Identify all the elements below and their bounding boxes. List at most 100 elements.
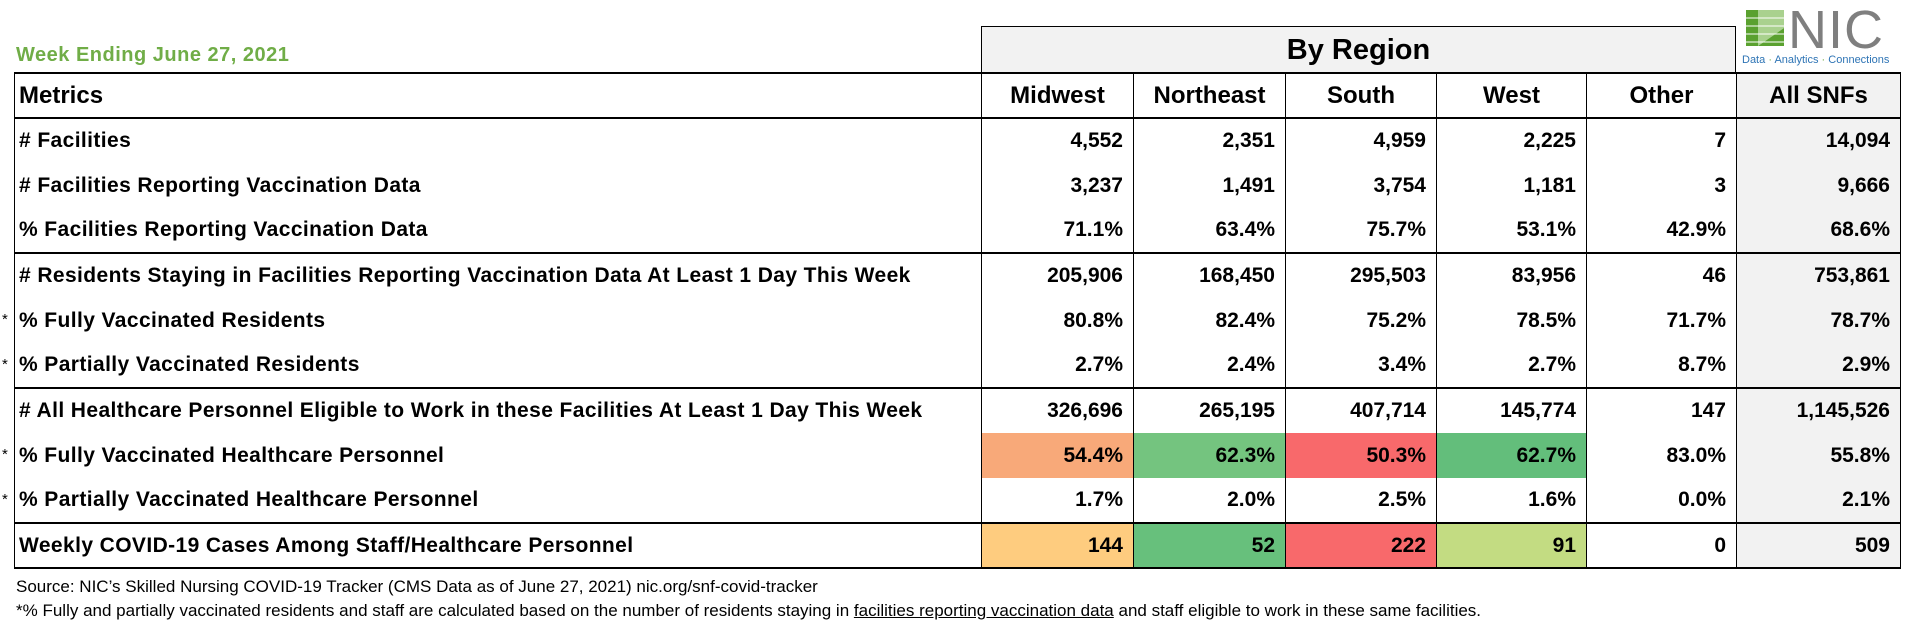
metric-value: 2.0% bbox=[1133, 478, 1286, 523]
column-header: Metrics bbox=[14, 72, 982, 119]
metric-value: 3.4% bbox=[1285, 343, 1437, 388]
by-region-header: By Region bbox=[981, 26, 1736, 72]
metric-value: 42.9% bbox=[1586, 208, 1737, 253]
metric-value: 3,754 bbox=[1285, 163, 1437, 208]
metric-value: 54.4% bbox=[981, 433, 1134, 478]
metric-label: % Fully Vaccinated Residents bbox=[14, 298, 982, 343]
metric-value: 2.7% bbox=[1436, 343, 1587, 388]
metric-value: 147 bbox=[1586, 387, 1737, 433]
metric-value: 91 bbox=[1436, 522, 1587, 569]
metric-value: 407,714 bbox=[1285, 387, 1437, 433]
table-row: # Facilities 4,552 2,351 4,959 2,225 7 14,094 bbox=[14, 118, 1901, 163]
metric-value: 62.3% bbox=[1133, 433, 1286, 478]
metric-value: 68.6% bbox=[1736, 208, 1901, 253]
table-row: % Partially Vaccinated Healthcare Person… bbox=[14, 478, 1901, 523]
metric-value: 753,861 bbox=[1736, 252, 1901, 298]
metric-label: % Fully Vaccinated Healthcare Personnel bbox=[14, 433, 982, 478]
metric-value: 265,195 bbox=[1133, 387, 1286, 433]
metric-label: % Facilities Reporting Vaccination Data bbox=[14, 208, 982, 253]
metric-value: 83.0% bbox=[1586, 433, 1737, 478]
footnote-asterisk: * bbox=[2, 356, 8, 373]
table-row: # Facilities Reporting Vaccination Data 3… bbox=[14, 163, 1901, 208]
metric-value: 14,094 bbox=[1736, 118, 1901, 163]
metric-value: 82.4% bbox=[1133, 298, 1286, 343]
metric-value: 3,237 bbox=[981, 163, 1134, 208]
column-header: South bbox=[1285, 72, 1437, 119]
metric-value: 80.8% bbox=[981, 298, 1134, 343]
metrics-table: Metrics Midwest Northeast South West Oth… bbox=[14, 72, 1901, 569]
metric-value: 222 bbox=[1285, 522, 1437, 569]
metric-value: 0.0% bbox=[1586, 478, 1737, 523]
metric-value: 83,956 bbox=[1436, 252, 1587, 298]
source-note: Source: NIC’s Skilled Nursing COVID-19 T… bbox=[16, 577, 818, 596]
metric-value: 1.6% bbox=[1436, 478, 1587, 523]
week-ending-label: Week Ending June 27, 2021 bbox=[16, 44, 290, 66]
table-row: % Fully Vaccinated Residents 80.8% 82.4% 75… bbox=[14, 298, 1901, 343]
column-header: Northeast bbox=[1133, 72, 1286, 119]
metric-label: % Partially Vaccinated Healthcare Person… bbox=[14, 478, 982, 523]
metric-value: 2,225 bbox=[1436, 118, 1587, 163]
metric-label: # Residents Staying in Facilities Report… bbox=[14, 252, 982, 298]
metric-value: 295,503 bbox=[1285, 252, 1437, 298]
metric-label: % Partially Vaccinated Residents bbox=[14, 343, 982, 388]
column-header: All SNFs bbox=[1736, 72, 1901, 119]
metric-value: 326,696 bbox=[981, 387, 1134, 433]
footnote-asterisk: * bbox=[2, 311, 8, 328]
metric-value: 168,450 bbox=[1133, 252, 1286, 298]
nic-logo-tagline: Data · Analytics · Connections bbox=[1742, 54, 1890, 66]
metric-value: 8.7% bbox=[1586, 343, 1737, 388]
nic-logo: NIC Data · Analytics · Connections bbox=[1740, 0, 1908, 68]
metric-label: # Facilities bbox=[14, 118, 982, 163]
metric-value: 2,351 bbox=[1133, 118, 1286, 163]
metric-value: 9,666 bbox=[1736, 163, 1901, 208]
footnote-asterisk: * bbox=[2, 491, 8, 508]
metric-value: 50.3% bbox=[1285, 433, 1437, 478]
metric-value: 1.7% bbox=[981, 478, 1134, 523]
metric-value: 144 bbox=[981, 522, 1134, 569]
metric-value: 52 bbox=[1133, 522, 1286, 569]
metric-value: 71.7% bbox=[1586, 298, 1737, 343]
metric-value: 205,906 bbox=[981, 252, 1134, 298]
table-row: % Partially Vaccinated Residents 2.7% 2.4%… bbox=[14, 343, 1901, 388]
metric-value: 53.1% bbox=[1436, 208, 1587, 253]
metric-value: 78.7% bbox=[1736, 298, 1901, 343]
metric-value: 78.5% bbox=[1436, 298, 1587, 343]
metric-value: 1,491 bbox=[1133, 163, 1286, 208]
metric-value: 2.5% bbox=[1285, 478, 1437, 523]
metric-value: 3 bbox=[1586, 163, 1737, 208]
nic-logo-text: NIC bbox=[1788, 0, 1884, 60]
metric-value: 63.4% bbox=[1133, 208, 1286, 253]
metric-value: 2.9% bbox=[1736, 343, 1901, 388]
metric-value: 71.1% bbox=[981, 208, 1134, 253]
metric-value: 2.4% bbox=[1133, 343, 1286, 388]
table-header-row: Metrics Midwest Northeast South West Oth… bbox=[14, 72, 1901, 119]
metric-value: 55.8% bbox=[1736, 433, 1901, 478]
metric-value: 145,774 bbox=[1436, 387, 1587, 433]
footnote-asterisk: * bbox=[2, 446, 8, 463]
table-row: # Residents Staying in Facilities Report… bbox=[14, 252, 1901, 298]
metric-label: # Facilities Reporting Vaccination Data bbox=[14, 163, 982, 208]
column-header: West bbox=[1436, 72, 1587, 119]
metric-value: 75.7% bbox=[1285, 208, 1437, 253]
footnote: *% Fully and partially vaccinated reside… bbox=[16, 601, 1482, 620]
metric-value: 2.7% bbox=[981, 343, 1134, 388]
metric-value: 4,959 bbox=[1285, 118, 1437, 163]
column-header: Midwest bbox=[981, 72, 1134, 119]
metric-value: 2.1% bbox=[1736, 478, 1901, 523]
metric-label: # All Healthcare Personnel Eligible to W… bbox=[14, 387, 982, 433]
metric-label: Weekly COVID-19 Cases Among Staff/Health… bbox=[14, 522, 982, 569]
metric-value: 62.7% bbox=[1436, 433, 1587, 478]
metric-value: 4,552 bbox=[981, 118, 1134, 163]
metric-value: 1,145,526 bbox=[1736, 387, 1901, 433]
metric-value: 46 bbox=[1586, 252, 1737, 298]
table-row: Weekly COVID-19 Cases Among Staff/Health… bbox=[14, 522, 1901, 569]
table-row: # All Healthcare Personnel Eligible to W… bbox=[14, 387, 1901, 433]
metric-value: 7 bbox=[1586, 118, 1737, 163]
column-header: Other bbox=[1586, 72, 1737, 119]
metric-value: 1,181 bbox=[1436, 163, 1587, 208]
metric-value: 509 bbox=[1736, 522, 1901, 569]
table-row: % Fully Vaccinated Healthcare Personnel 5… bbox=[14, 433, 1901, 478]
metric-value: 75.2% bbox=[1285, 298, 1437, 343]
nic-logo-mark-icon bbox=[1746, 10, 1784, 46]
table-row: % Facilities Reporting Vaccination Data 7… bbox=[14, 208, 1901, 253]
